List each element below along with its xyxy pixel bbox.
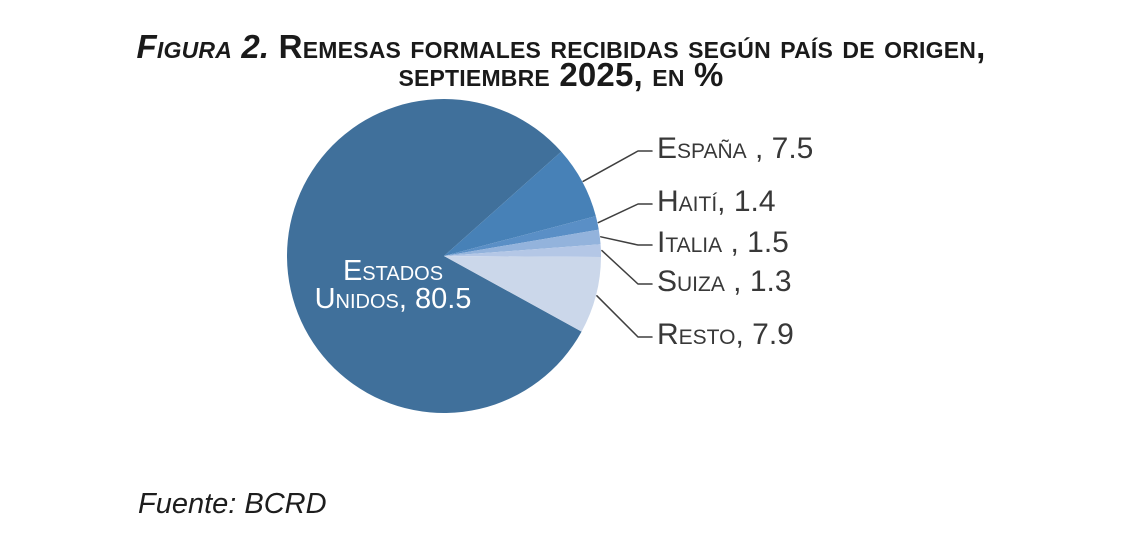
leader-line-espana xyxy=(582,150,653,183)
slice-label-resto: Resto, 7.9 xyxy=(657,318,794,351)
figure-title-text: Remesas formales recibidas según país de… xyxy=(269,28,986,65)
pie-slice-espana xyxy=(444,151,596,256)
inside-slice-label-line1: Estados xyxy=(343,255,443,287)
leader-line-suiza xyxy=(601,249,653,285)
slice-label-haiti: Haití, 1.4 xyxy=(657,185,776,218)
figure-title-line2: septiembre 2025, en % xyxy=(398,56,724,93)
pie-slice-estados-unidos xyxy=(287,99,582,414)
pie-slice-haiti xyxy=(444,216,599,256)
leader-line-haiti xyxy=(597,203,653,224)
inside-slice-label-line2: Unidos, 80.5 xyxy=(315,283,472,315)
leader-line-resto xyxy=(596,295,653,338)
slice-label-espana: España , 7.5 xyxy=(657,132,813,165)
source-note: Fuente: BCRD xyxy=(138,488,327,520)
figure-title: Figura 2. Remesas formales recibidas seg… xyxy=(0,30,1122,93)
leader-line-italia xyxy=(600,236,653,246)
pie-slice-resto xyxy=(444,256,601,332)
slice-label-italia: Italia , 1.5 xyxy=(657,226,789,259)
figure-number: Figura 2. xyxy=(136,28,270,65)
pie-slice-suiza xyxy=(444,244,602,258)
pie-slice-italia xyxy=(444,229,601,256)
figure-title-line1: Figura 2. Remesas formales recibidas seg… xyxy=(0,30,1122,63)
slice-label-suiza: Suiza , 1.3 xyxy=(657,265,792,298)
